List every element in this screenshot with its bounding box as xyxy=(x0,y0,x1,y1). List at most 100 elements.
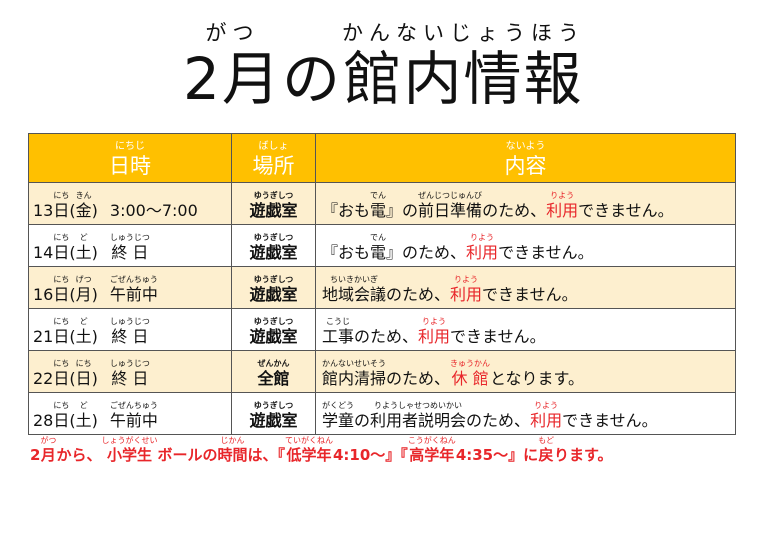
header-date: にちじ 日時 xyxy=(28,133,232,183)
ruby-text: ちいきかいぎ 地域会議 xyxy=(322,275,386,305)
ruby-text: りよう 利用 xyxy=(466,233,498,263)
furigana: ぜんかん xyxy=(257,359,290,368)
furigana: ばしょ xyxy=(258,141,289,152)
furigana: でん xyxy=(370,233,387,242)
furigana: がつ xyxy=(205,21,260,45)
page-title: がつ 2月のかんないじょうほう 館内情報 xyxy=(0,20,768,112)
ruby-text: じかん 時間 xyxy=(217,436,247,465)
table-row: 22 にち日(にち日) しゅうじつ終 日 ぜんかん 全館 かんないせいそう 館内清掃 のため、… xyxy=(28,350,736,393)
ruby-base: 遊戯室 xyxy=(249,201,298,220)
ruby-text: ぜんかん 全館 xyxy=(257,359,289,389)
ruby-text: ないよう 内容 xyxy=(505,141,547,179)
furigana: きん xyxy=(75,191,92,200)
furigana: かんないせいそう xyxy=(322,359,386,368)
furigana: じかん xyxy=(220,436,245,445)
ruby-base: 館内清掃 xyxy=(322,369,387,388)
text-segment: ) xyxy=(91,411,98,430)
ruby-text: にち日 xyxy=(76,359,92,389)
ruby-text: きゅうかん休 館 xyxy=(450,359,490,389)
furigana: ゆうぎしつ xyxy=(253,317,294,326)
time: しゅうじつ終 日 xyxy=(110,359,150,388)
text-segment: のため、 xyxy=(386,369,451,388)
ruby-base: 利用 xyxy=(530,411,563,430)
text-segment: ( xyxy=(69,369,76,388)
table-row: 28 にち日(ど土) ごぜんちゅう 午前中 ゆうぎしつ 遊戯室 がくどう 学童のりようしゃせつ… xyxy=(28,392,736,435)
ruby-text: ゆうぎしつ 遊戯室 xyxy=(249,275,297,305)
furigana: げつ xyxy=(75,275,92,284)
cell-place: ゆうぎしつ 遊戯室 xyxy=(231,266,316,309)
ruby-text: りよう 利用 xyxy=(418,317,450,347)
ruby-text: がつ月 xyxy=(40,436,56,465)
ruby-text: ていがくねん 低学年 xyxy=(285,436,333,465)
text-segment: 16 xyxy=(33,285,54,304)
ruby-base: 日時 xyxy=(109,154,151,178)
cell-place: ぜんかん 全館 xyxy=(231,350,316,393)
ruby-text: ゆうぎしつ 遊戯室 xyxy=(249,401,297,431)
date: 22 にち日(にち日) xyxy=(33,359,98,388)
ruby-base: 土 xyxy=(75,411,92,430)
text-segment: ) xyxy=(91,201,98,220)
ruby-text: きん金 xyxy=(76,191,92,221)
furigana: ていがくねん xyxy=(285,436,333,445)
ruby-text: りよう 利用 xyxy=(546,191,578,221)
furigana: りよう xyxy=(534,401,559,410)
ruby-base: 館内情報 xyxy=(343,45,584,113)
ruby-text: にち日 xyxy=(53,233,69,263)
furigana: にち xyxy=(53,317,70,326)
text-segment: のため、 xyxy=(354,327,419,346)
ruby-base: 2月 xyxy=(183,45,282,113)
text-segment: 『おも xyxy=(322,201,371,220)
ruby-base: 日 xyxy=(53,243,70,262)
ruby-text: ど土 xyxy=(76,401,92,431)
ruby-text: しょうがくせい 小学生 xyxy=(101,436,157,465)
cell-content: 『おも でん電』の ぜんじつじゅんび 前日準備 のため、 りよう 利用 できません。 xyxy=(315,182,736,225)
date: 21 にち日(ど土) xyxy=(33,317,98,346)
text-segment: となります。 xyxy=(490,369,584,388)
text-segment: 4:10～』『 xyxy=(333,446,408,464)
ruby-base: 利用 xyxy=(466,243,499,262)
ruby-base: 電 xyxy=(370,243,387,262)
ruby-base: 利用 xyxy=(450,285,483,304)
date: 28 にち日(ど土) xyxy=(33,401,98,430)
text-segment: 2 xyxy=(30,446,41,464)
furigana: りよう xyxy=(550,191,575,200)
time: しゅうじつ終 日 xyxy=(110,233,150,262)
text-segment: 14 xyxy=(33,243,54,262)
table-row: 16 にち日(げつ月) ごぜんちゅう 午前中 ゆうぎしつ 遊戯室 ちいきかいぎ 地域会議 のため… xyxy=(28,266,736,309)
text-segment: 』の xyxy=(386,201,419,220)
table-row: 14 にち日(ど土) しゅうじつ終 日ゆうぎしつ 遊戯室 『おも でん電』のため、 りよう利… xyxy=(28,224,736,267)
date: 14 にち日(ど土) xyxy=(33,233,98,262)
ruby-base: 日 xyxy=(53,285,70,304)
furigana: にち xyxy=(53,191,70,200)
text-segment: ボールの xyxy=(157,446,218,464)
cell-content: ちいきかいぎ 地域会議 のため、 りよう 利用 できません。 xyxy=(315,266,736,309)
furigana: にち xyxy=(53,275,70,284)
ruby-text: しゅうじつ終 日 xyxy=(110,359,150,389)
text-segment: の xyxy=(281,45,342,113)
furigana: こうじ xyxy=(326,317,350,326)
ruby-text: げつ月 xyxy=(76,275,92,305)
ruby-text: りようしゃせつめいかい 利用者説明会 xyxy=(370,401,466,431)
furigana: にち xyxy=(53,233,70,242)
ruby-base: 午前中 xyxy=(109,285,158,304)
furigana: ど xyxy=(79,317,88,326)
text-segment: ) xyxy=(91,285,98,304)
furigana: かんないじょうほう xyxy=(341,21,585,45)
ruby-base: 遊戯室 xyxy=(249,285,298,304)
furigana: きゅうかん xyxy=(450,359,491,368)
ruby-base: 遊戯室 xyxy=(249,327,298,346)
furigana: にち xyxy=(53,401,70,410)
ruby-text: ごぜんちゅう 午前中 xyxy=(110,401,158,431)
ruby-base: 時間 xyxy=(217,446,248,464)
ruby-base: 学童 xyxy=(322,411,355,430)
furigana: りよう xyxy=(422,317,447,326)
furigana: にち xyxy=(53,359,70,368)
text-segment: ( xyxy=(69,411,76,430)
furigana: りようしゃせつめいかい xyxy=(374,401,463,410)
ruby-base: 終 日 xyxy=(111,243,149,262)
cell-datetime: 22 にち日(にち日) しゅうじつ終 日 xyxy=(28,350,232,393)
ruby-text: にちじ 日時 xyxy=(109,141,151,179)
ruby-text: ど土 xyxy=(76,233,92,263)
ruby-text: ど土 xyxy=(76,317,92,347)
text-segment: 3:00～7:00 xyxy=(109,201,198,220)
